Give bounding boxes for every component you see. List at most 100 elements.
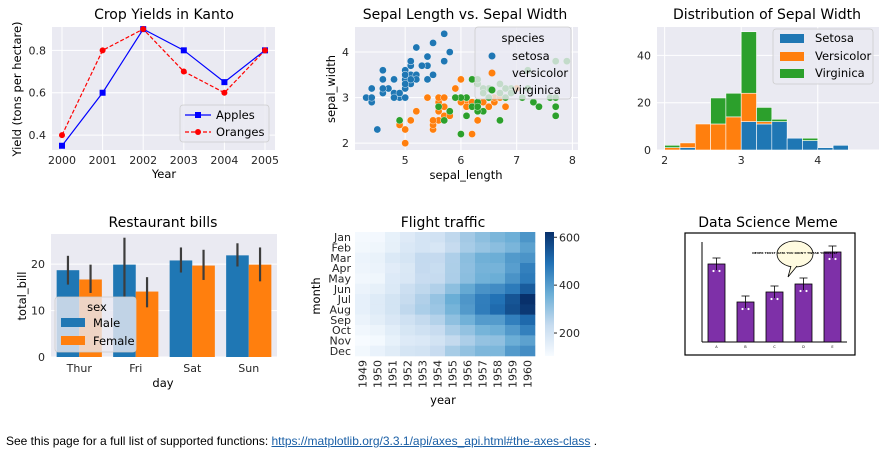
scatter-point-setosa	[379, 84, 387, 93]
heatmap-cell	[490, 252, 506, 264]
heatmap-cell	[505, 304, 521, 315]
heatmap-cell	[475, 345, 491, 357]
scatter-point-virginica	[551, 112, 560, 120]
x-tick-label: 1956	[462, 360, 475, 388]
heatmap-cell	[460, 283, 476, 295]
meme-eye	[718, 269, 721, 273]
heatmap-cell	[415, 335, 431, 346]
heatmap-cell	[400, 252, 416, 264]
x-tick-label: 6	[457, 154, 464, 167]
legend-setosa-label: setosa	[512, 49, 550, 63]
x-axis-label: sepal_length	[429, 168, 502, 182]
heatmap-cell	[385, 252, 401, 264]
heatmap-cell	[355, 242, 371, 253]
y-tick-label: Mar	[330, 252, 351, 265]
footer-suffix: .	[593, 434, 598, 448]
heatmap-cell	[520, 325, 536, 336]
x-tick-label: 1950	[372, 360, 385, 388]
scatter-point-versicolor	[423, 93, 432, 102]
heatmap-cell	[490, 273, 506, 284]
meme-bar	[823, 251, 842, 343]
x-axis-label: Year	[151, 167, 177, 181]
legend-male-label: Male	[93, 316, 120, 330]
heatmap-cell	[370, 252, 386, 264]
scatter-point-setosa	[401, 93, 409, 102]
legend-oranges-marker	[195, 129, 201, 135]
legend-virginica-marker	[488, 86, 496, 94]
scatter-point-versicolor	[401, 125, 409, 134]
scatter-point-setosa	[401, 80, 409, 88]
x-tick-label: 1957	[477, 360, 490, 388]
heatmap-cell	[445, 252, 461, 264]
heatmap-cell	[505, 345, 521, 357]
heatmap-cell	[400, 283, 416, 295]
scatter-point-versicolor	[401, 139, 409, 147]
scatter-point-setosa	[445, 48, 454, 56]
data-point-oranges	[59, 132, 65, 139]
heatmap-cell	[355, 283, 371, 295]
legend: Apples Oranges	[179, 104, 270, 143]
heatmap-cell	[430, 263, 446, 274]
heatmap-cell	[490, 314, 506, 326]
hist-bar-virginica	[710, 97, 727, 125]
scatter-point-setosa	[412, 43, 421, 52]
heatmap-cell	[505, 335, 521, 346]
scatter-point-setosa	[406, 75, 415, 84]
heatmap-cell	[445, 273, 461, 284]
x-tick-label: 1952	[402, 360, 415, 388]
heatmap-cell	[460, 304, 476, 315]
meme-eye	[712, 269, 715, 273]
heatmap-cell	[520, 345, 536, 357]
x-tick-label: Thur	[66, 362, 93, 375]
x-tick-label: 2001	[89, 154, 117, 167]
hist-bar-virginica	[771, 118, 788, 122]
y-axis-label: Yield (tons per hectare)	[10, 21, 24, 157]
legend-virginica-swatch	[780, 69, 804, 78]
hist-bar-setosa	[802, 140, 819, 151]
scatter-point-virginica	[434, 102, 443, 111]
heatmap-cell	[415, 232, 431, 243]
heatmap-cell	[355, 345, 371, 357]
scatter-point-setosa	[367, 93, 376, 102]
hist-bar-setosa	[740, 121, 757, 151]
heatmap-cell	[370, 283, 386, 295]
legend-female-label: Female	[93, 334, 135, 348]
scatter-point-virginica	[468, 75, 476, 84]
heatmap-cell	[430, 325, 446, 336]
x-tick-label: 1958	[492, 360, 505, 388]
data-point-oranges	[99, 47, 106, 54]
scatter-point-versicolor	[412, 107, 421, 116]
hist-bar-setosa	[786, 137, 803, 151]
heatmap-cell	[415, 263, 431, 274]
chart-title: Restaurant bills	[109, 215, 218, 231]
heatmap-cell	[460, 335, 476, 346]
meme-tick-label: C	[773, 345, 776, 349]
legend-male-swatch	[61, 318, 85, 327]
hist-bar-virginica	[664, 144, 681, 148]
scatter-point-setosa	[395, 89, 404, 97]
legend-versicolor-label: Versicolor	[815, 49, 872, 63]
x-tick-label: 7	[513, 154, 520, 167]
heatmap-cell	[475, 283, 491, 295]
x-tick-label: Fri	[129, 362, 142, 375]
heatmap-cell	[520, 273, 536, 284]
heatmap-cell	[475, 294, 491, 305]
scatter-point-setosa	[379, 66, 387, 75]
heatmap-cell	[385, 325, 401, 336]
y-tick-label: 4	[342, 46, 349, 59]
y-tick-label: 20	[637, 97, 651, 110]
scatter-point-virginica	[451, 93, 460, 102]
x-tick-label: 4	[814, 154, 821, 167]
x-axis-label: year	[430, 393, 456, 407]
heatmap-cell	[415, 345, 431, 357]
heatmap-cell	[370, 335, 386, 346]
scatter-point-versicolor	[473, 116, 482, 125]
heatmap-cell	[445, 242, 461, 253]
heatmap-cell	[430, 283, 446, 295]
hist-bar-versicolor	[756, 121, 773, 125]
heatmap-cell	[505, 252, 521, 264]
scatter-point-setosa	[423, 52, 432, 61]
heatmap-cell	[460, 263, 476, 274]
axes-api-link[interactable]: https://matplotlib.org/3.3.1/api/axes_ap…	[271, 434, 591, 448]
speech-bubble: NEVER TRUST DATA YOU DIDN'T TWEAK YOURSE…	[752, 240, 838, 278]
